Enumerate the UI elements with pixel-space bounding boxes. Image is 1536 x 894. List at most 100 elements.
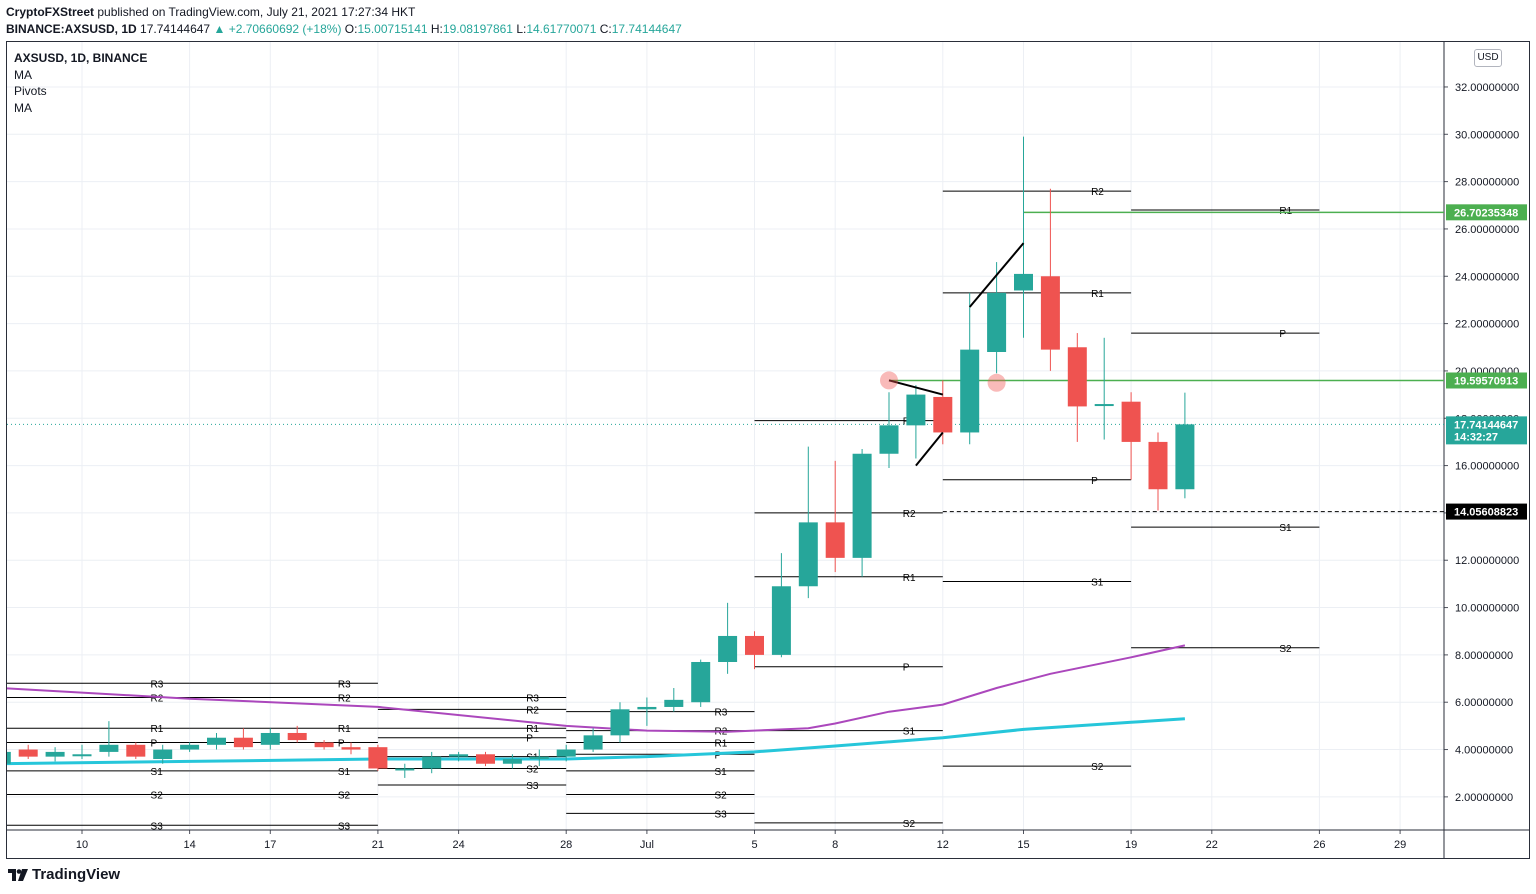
chart-frame <box>6 41 1530 859</box>
candle-body <box>260 732 280 745</box>
currency-button[interactable]: USD <box>1474 49 1502 67</box>
pivot-label: S1 <box>903 727 916 738</box>
moving-average-slow <box>7 644 1186 733</box>
pivot-label: R1 <box>338 724 351 735</box>
last-price: 17.74144647 <box>140 22 211 36</box>
pivot-label: R1 <box>903 573 916 584</box>
candles <box>7 136 1195 778</box>
candle-body <box>153 749 173 760</box>
pivot-label: P <box>526 734 533 745</box>
candle-body <box>287 732 307 741</box>
pivot-label: P <box>903 663 910 674</box>
dashed-price-label-text: 14.05608823 <box>1454 507 1518 519</box>
symbol-label: BINANCE:AXSUSD, 1D <box>6 22 137 36</box>
pivot-label: R1 <box>1091 289 1104 300</box>
candle-body <box>771 586 791 655</box>
legend-indicator-pivots[interactable]: Pivots <box>14 84 47 98</box>
open-value: 15.00715141 <box>357 22 428 36</box>
high-value: 19.08197861 <box>442 22 513 36</box>
pivot-label: S2 <box>338 791 351 802</box>
time-tick-label: 19 <box>1125 839 1137 851</box>
candle-body <box>691 661 711 703</box>
pivot-label: R1 <box>1279 206 1292 217</box>
pivot-label: R3 <box>338 679 351 690</box>
time-tick-label: 28 <box>560 839 572 851</box>
price-tick-label: 16.00000000 <box>1455 461 1519 473</box>
candle-body <box>852 453 872 558</box>
candle-body <box>314 742 334 748</box>
level-price-label-text: 19.59570913 <box>1454 375 1518 387</box>
price-tick-label: 8.00000000 <box>1455 650 1513 662</box>
candle-body <box>7 751 11 764</box>
candle-body <box>1175 424 1195 490</box>
candle-body <box>1148 441 1168 490</box>
candle-body <box>529 756 549 760</box>
candle-body <box>99 744 119 752</box>
low-value: 14.61770071 <box>526 22 597 36</box>
pivot-label: R2 <box>1091 187 1104 198</box>
time-tick-label: 14 <box>183 839 195 851</box>
candle-body <box>449 754 469 757</box>
legend-title[interactable]: AXSUSD, 1D, BINANCE <box>14 51 148 65</box>
candle-body <box>341 747 361 750</box>
price-tick-label: 10.00000000 <box>1455 603 1519 615</box>
level-price-label-bg <box>1446 372 1527 389</box>
level-price-label: 26.70235348 <box>1446 204 1527 221</box>
publish-line: CryptoFXStreet published on TradingView.… <box>6 4 682 21</box>
plot-area: R3R2R1PS1S2S3R3R2R1PS1S2S3R3R2R1PS1S2S3R… <box>7 136 1444 830</box>
pivot-label: R2 <box>526 705 539 716</box>
pivot-label: S2 <box>526 764 539 775</box>
pivot-label: R3 <box>714 708 727 719</box>
candle-body <box>825 522 845 558</box>
legend-indicator-ma-1[interactable]: MA <box>14 67 32 82</box>
candle-body <box>960 349 980 433</box>
candle-body <box>1014 273 1033 291</box>
pivot-label: S2 <box>903 819 916 830</box>
candle-body <box>933 396 953 433</box>
time-tick-label: 22 <box>1206 839 1218 851</box>
pivot-levels: R3R2R1PS1S2S3R3R2R1PS1S2S3R3R2R1PS1S2S3R… <box>7 187 1320 830</box>
candle-body <box>798 522 818 587</box>
price-tick-label: 4.00000000 <box>1455 745 1513 757</box>
time-tick-label: 12 <box>937 839 949 851</box>
chart-legend: AXSUSD, 1D, BINANCE MA Pivots MA <box>14 50 147 116</box>
pivot-label: R1 <box>526 724 539 735</box>
candle-body <box>1040 276 1060 350</box>
tradingview-logo[interactable]: TradingView <box>8 866 120 883</box>
time-axis: 10 14 17 21 24 28 Jul 5 8 12 15 19 22 26 29 <box>76 830 1406 851</box>
candle-body <box>987 292 1007 352</box>
pivot-label: S1 <box>714 767 727 778</box>
candle-body <box>879 425 899 454</box>
pivot-label: P <box>151 738 158 749</box>
candle-body <box>610 709 630 736</box>
highlight-marker <box>987 373 1006 392</box>
time-tick-label: Jul <box>640 839 654 851</box>
tradingview-brand: TradingView <box>32 866 121 883</box>
time-tick-label: 15 <box>1017 839 1029 851</box>
pivot-label: P <box>714 750 721 761</box>
price-tick-label: 24.00000000 <box>1455 271 1519 283</box>
price-tick-label: 22.00000000 <box>1455 319 1519 331</box>
low-label: L: <box>516 22 527 36</box>
candle-body <box>906 394 926 426</box>
publisher-name[interactable]: CryptoFXStreet <box>6 5 95 19</box>
chart-header: CryptoFXStreet published on TradingView.… <box>6 4 682 38</box>
candle-body <box>233 737 253 748</box>
up-arrow-icon: ▲ <box>213 22 226 36</box>
legend-indicator-ma-2[interactable]: MA <box>14 100 32 115</box>
pivot-label: S1 <box>151 767 164 778</box>
dashed-price-label-bg <box>1446 503 1527 520</box>
time-tick-label: 21 <box>372 839 384 851</box>
pivot-label: P <box>338 738 345 749</box>
pivot-label: P <box>1279 329 1286 340</box>
candle-body <box>664 699 684 707</box>
candle-body <box>368 747 388 769</box>
candle-body <box>502 759 522 764</box>
time-tick-label: 8 <box>832 839 838 851</box>
last-price-label-bg <box>1446 416 1527 445</box>
price-tick-label: 28.00000000 <box>1455 177 1519 189</box>
candle-body <box>126 744 146 757</box>
open-label: O: <box>344 22 358 36</box>
